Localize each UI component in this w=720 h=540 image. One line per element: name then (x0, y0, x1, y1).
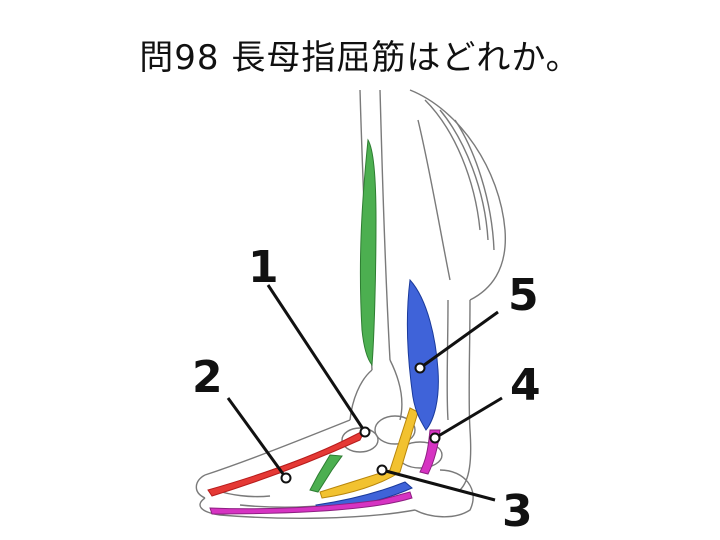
leader-line-3 (381, 468, 496, 502)
label-3: 3 (502, 486, 533, 537)
marker-dot-1 (359, 426, 371, 438)
muscle-yellow (319, 407, 419, 499)
marker-dot-5 (414, 362, 426, 374)
label-4: 4 (510, 360, 541, 411)
leader-line-1 (266, 284, 367, 433)
label-2: 2 (192, 352, 223, 403)
muscle-green-lower (309, 454, 343, 493)
leader-line-4 (434, 396, 503, 440)
muscle-green (359, 138, 377, 367)
label-1: 1 (248, 242, 279, 293)
leader-line-5 (419, 310, 499, 370)
marker-dot-3 (376, 464, 388, 476)
muscle-magenta-lower (209, 491, 413, 515)
marker-dot-4 (429, 432, 441, 444)
marker-dot-2 (280, 472, 292, 484)
label-5: 5 (508, 270, 539, 321)
muscle-blue (406, 278, 439, 431)
leader-line-2 (226, 397, 288, 479)
leg-sketch (195, 89, 506, 519)
question-title: 問98 長母指屈筋はどれか。 (139, 38, 581, 78)
